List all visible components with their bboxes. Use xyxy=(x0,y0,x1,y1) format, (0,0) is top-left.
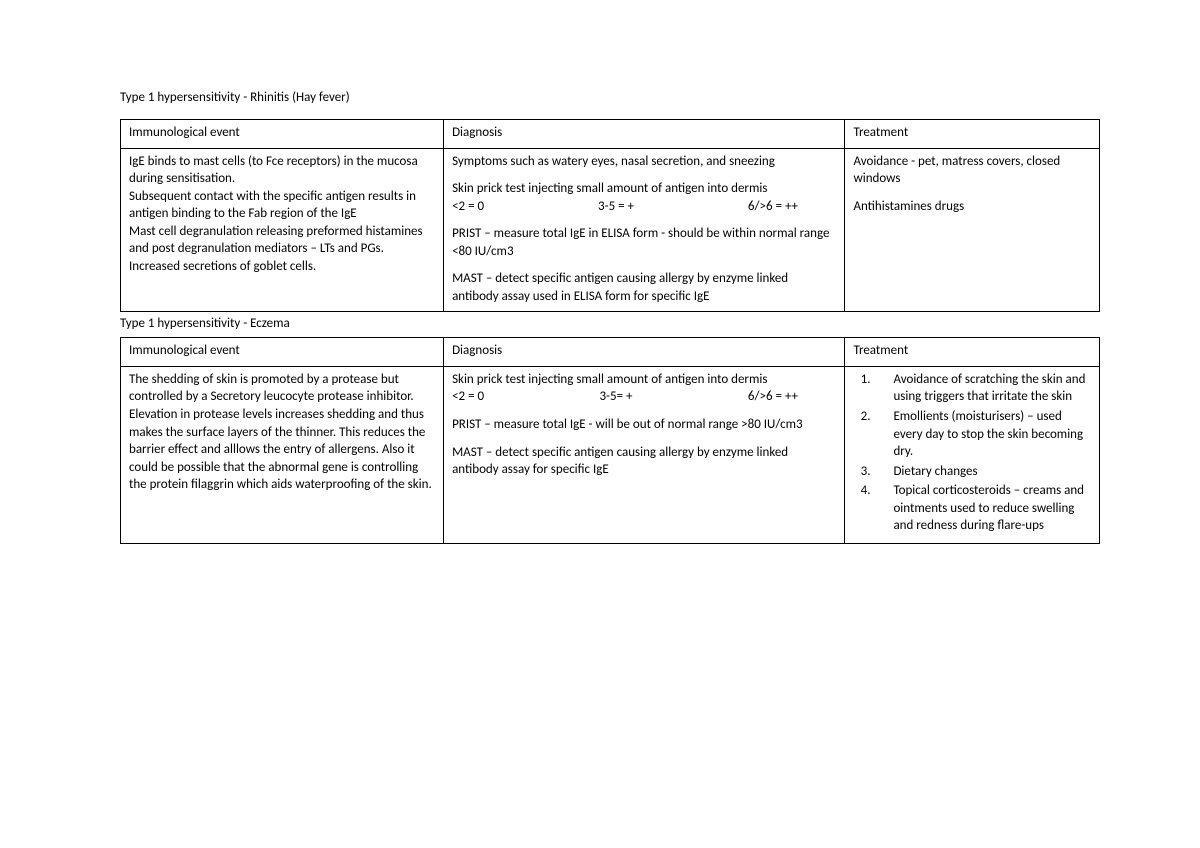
cell-diagnosis: Skin prick test injecting small amount o… xyxy=(444,366,845,543)
scale-value: 3-5= + xyxy=(599,388,632,406)
cell-treatment: Avoidance - pet, matress covers, closed … xyxy=(845,148,1100,312)
cell-immunological: IgE binds to mast cells (to Fce receptor… xyxy=(121,148,444,312)
paragraph: PRIST – measure total IgE in ELISA form … xyxy=(452,225,836,260)
header-immunological: Immunological event xyxy=(121,338,444,367)
table-header-row: Immunological event Diagnosis Treatment xyxy=(121,120,1100,149)
treatment-list: Avoidance of scratching the skin and usi… xyxy=(853,371,1091,535)
table-body-row: The shedding of skin is promoted by a pr… xyxy=(121,366,1100,543)
paragraph: The shedding of skin is promoted by a pr… xyxy=(129,371,435,494)
paragraph: Symptoms such as watery eyes, nasal secr… xyxy=(452,153,836,171)
scale-value: <2 = 0 xyxy=(452,388,484,406)
section-title-eczema: Type 1 hypersensitivity - Eczema xyxy=(120,316,1100,331)
scale-value: 3-5 = + xyxy=(598,198,634,216)
paragraph: PRIST – measure total IgE - will be out … xyxy=(452,416,836,434)
paragraph: Subsequent contact with the specific ant… xyxy=(129,188,435,223)
scale-row: <2 = 0 3-5 = + 6/>6 = ++ xyxy=(452,198,798,216)
cell-treatment: Avoidance of scratching the skin and usi… xyxy=(845,366,1100,543)
paragraph: Avoidance - pet, matress covers, closed … xyxy=(853,153,1091,188)
paragraph: Skin prick test injecting small amount o… xyxy=(452,180,836,198)
scale-row: <2 = 0 3-5= + 6/>6 = ++ xyxy=(452,388,798,406)
header-immunological: Immunological event xyxy=(121,120,444,149)
list-item: Topical corticosteroids – creams and oin… xyxy=(873,482,1091,535)
list-item: Avoidance of scratching the skin and usi… xyxy=(873,371,1091,406)
list-item: Emollients (moisturisers) – used every d… xyxy=(873,408,1091,461)
table-body-row: IgE binds to mast cells (to Fce receptor… xyxy=(121,148,1100,312)
header-diagnosis: Diagnosis xyxy=(444,120,845,149)
section-title-rhinitis: Type 1 hypersensitivity - Rhinitis (Hay … xyxy=(120,90,1100,105)
scale-value: 6/>6 = ++ xyxy=(748,388,798,406)
paragraph: Increased secretions of goblet cells. xyxy=(129,258,435,276)
paragraph: MAST – detect specific antigen causing a… xyxy=(452,270,836,305)
list-item: Dietary changes xyxy=(873,463,1091,481)
paragraph: Skin prick test injecting small amount o… xyxy=(452,371,836,389)
header-diagnosis: Diagnosis xyxy=(444,338,845,367)
paragraph: MAST – detect specific antigen causing a… xyxy=(452,444,836,479)
table-header-row: Immunological event Diagnosis Treatment xyxy=(121,338,1100,367)
header-treatment: Treatment xyxy=(845,120,1100,149)
paragraph: Antihistamines drugs xyxy=(853,198,1091,216)
cell-immunological: The shedding of skin is promoted by a pr… xyxy=(121,366,444,543)
table-eczema: Immunological event Diagnosis Treatment … xyxy=(120,337,1100,543)
scale-value: 6/>6 = ++ xyxy=(748,198,798,216)
header-treatment: Treatment xyxy=(845,338,1100,367)
scale-value: <2 = 0 xyxy=(452,198,484,216)
table-rhinitis: Immunological event Diagnosis Treatment … xyxy=(120,119,1100,312)
paragraph: IgE binds to mast cells (to Fce receptor… xyxy=(129,153,435,188)
cell-diagnosis: Symptoms such as watery eyes, nasal secr… xyxy=(444,148,845,312)
paragraph: Mast cell degranulation releasing prefor… xyxy=(129,223,435,258)
